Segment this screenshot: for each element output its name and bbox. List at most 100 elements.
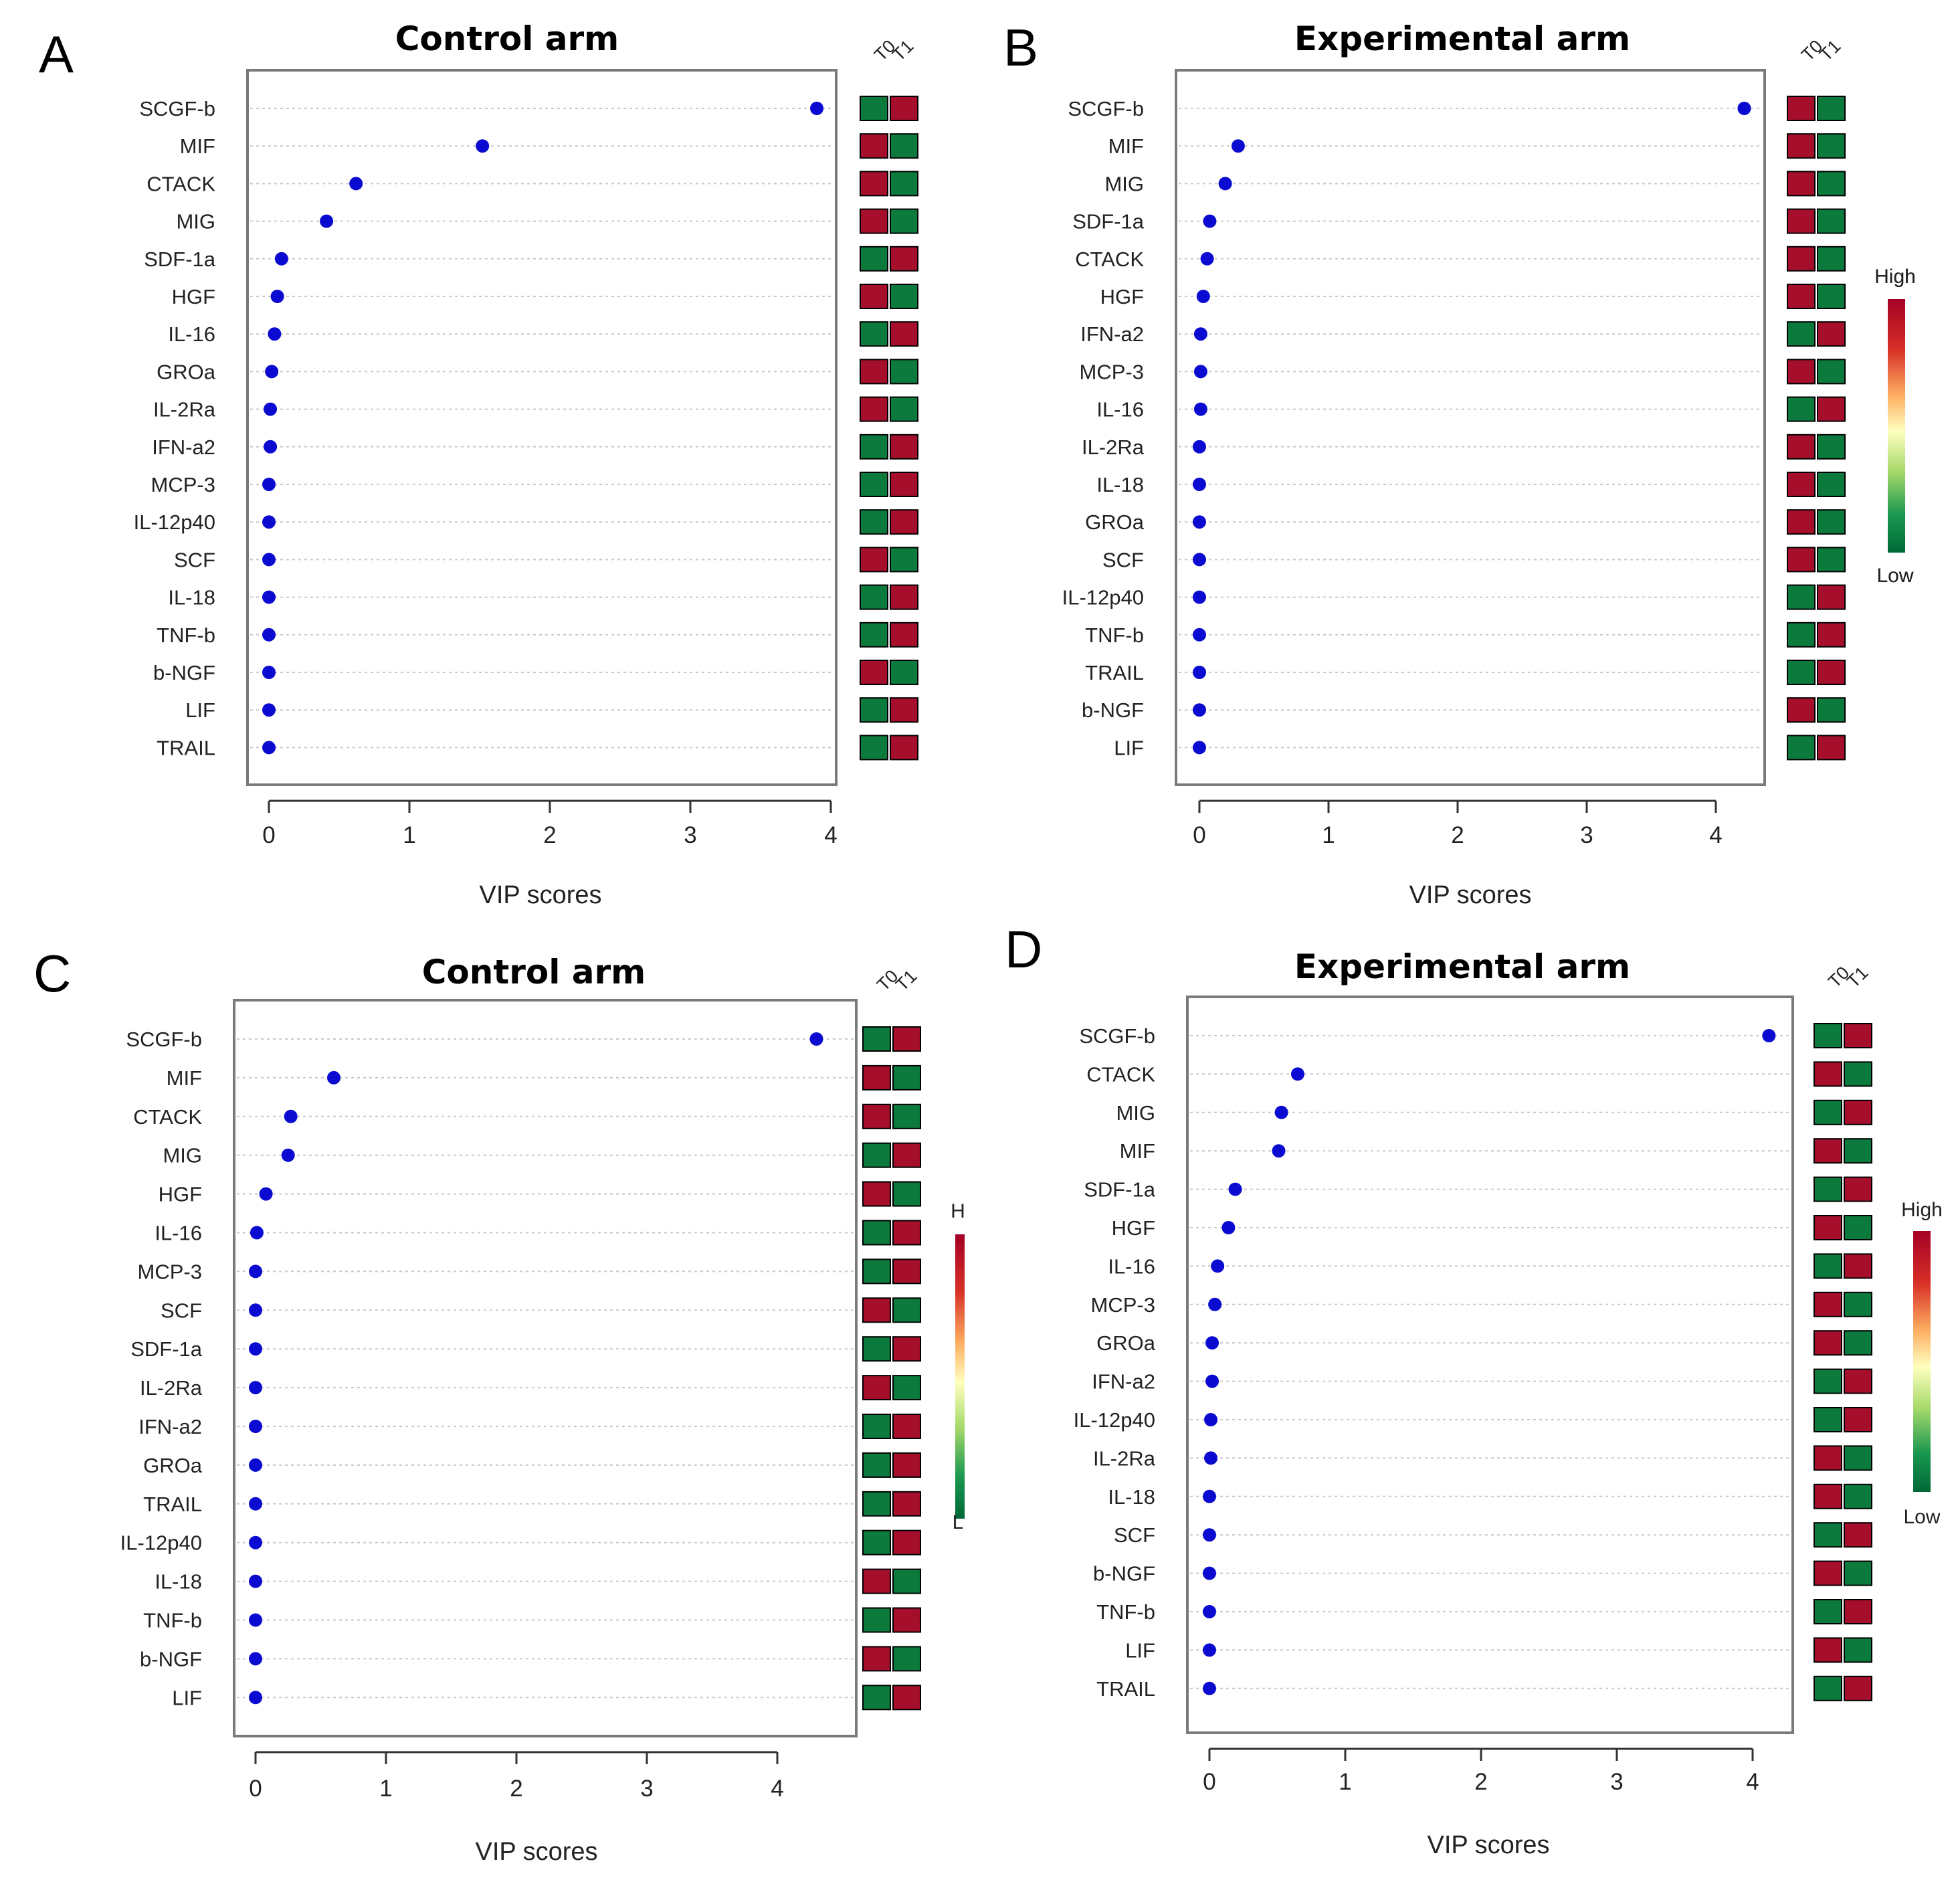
category-label: SDF-1a <box>1084 1178 1156 1202</box>
heat-cell-t1 <box>1817 509 1846 535</box>
category-label: MIG <box>176 210 215 233</box>
heat-cell-t1 <box>1817 584 1846 610</box>
vip-point <box>262 741 276 755</box>
heat-cell-t0 <box>860 547 888 573</box>
x-tick-label: 3 <box>1610 1769 1623 1795</box>
category-label: SCF <box>174 548 215 571</box>
category-label: GROa <box>157 360 216 383</box>
x-tick-label: 1 <box>403 822 415 848</box>
x-tick-label: 2 <box>510 1776 522 1802</box>
heat-cell-t1 <box>892 1529 921 1555</box>
heat-cell-t1 <box>892 1336 921 1362</box>
category-label: IL-16 <box>168 322 215 346</box>
category-label: IFN-a2 <box>1080 322 1144 346</box>
heat-cell-t1 <box>890 735 918 761</box>
legend-mask <box>965 1191 991 1552</box>
vip-point <box>250 1226 264 1240</box>
heat-cell-t0 <box>860 434 888 460</box>
heat-cell-t0 <box>1787 547 1816 573</box>
panel-letter: C <box>33 944 71 1003</box>
category-label: MCP-3 <box>138 1260 202 1283</box>
vip-point <box>1200 252 1214 266</box>
vip-point <box>249 1264 262 1279</box>
vip-point <box>262 590 276 604</box>
vip-point <box>1193 741 1206 755</box>
panel-letter: D <box>1005 920 1042 979</box>
heat-cell-t1 <box>1817 547 1846 573</box>
vip-point <box>1193 553 1206 567</box>
legend-high-label: High <box>1874 266 1916 288</box>
heat-cell-t0 <box>1814 1560 1842 1586</box>
category-label: CTACK <box>1075 248 1144 271</box>
vip-point <box>1203 1528 1216 1542</box>
panel-d: D Experimental arm SCGF-b CTACK MIG MIF SDF-1a… <box>1005 920 1943 1859</box>
heat-cell-t1 <box>892 1220 921 1246</box>
vip-point <box>281 1148 295 1162</box>
category-label: CTACK <box>1086 1062 1155 1086</box>
x-tick-label: 1 <box>1339 1769 1351 1795</box>
heat-cell-t0 <box>1814 1445 1842 1471</box>
heat-cell-t1 <box>890 697 918 723</box>
heat-cell-t0 <box>862 1568 891 1594</box>
vip-point <box>1203 1566 1216 1580</box>
heat-cell-t1 <box>1817 622 1846 648</box>
heat-cell-t1 <box>1844 1560 1872 1586</box>
vip-point <box>262 703 276 717</box>
heat-cell-t1 <box>1844 1675 1872 1701</box>
vip-point <box>284 1109 298 1123</box>
heat-cell-t1 <box>1844 1253 1872 1279</box>
heat-cell-t0 <box>1787 171 1816 197</box>
heat-cell-t1 <box>892 1103 921 1129</box>
heat-cell-t1 <box>1817 171 1846 197</box>
heat-cell-t1 <box>892 1607 921 1633</box>
heat-cell-t0 <box>1814 1330 1842 1356</box>
vip-point <box>1193 515 1206 529</box>
heat-cell-t0 <box>860 96 888 121</box>
x-tick-label: 0 <box>262 822 275 848</box>
heat-cell-t0 <box>862 1026 891 1052</box>
category-label: TNF-b <box>157 624 215 647</box>
category-label: TRAIL <box>1085 661 1144 684</box>
heat-cell-t1 <box>890 547 918 573</box>
category-label: HGF <box>172 285 215 308</box>
x-tick-label: 4 <box>824 822 837 848</box>
heat-header: T1 <box>1816 36 1844 65</box>
vip-point <box>265 365 279 379</box>
vip-point <box>262 628 276 642</box>
category-label: MIG <box>1104 172 1144 195</box>
category-label: IFN-a2 <box>138 1415 202 1438</box>
heat-cell-t1 <box>892 1142 921 1168</box>
plot-frame <box>1186 996 1794 1734</box>
color-scale-bar <box>1913 1231 1931 1492</box>
panel-a: A Control arm SCGF-b MIF CTACK MIG SDF-1a HGF IL… <box>39 19 1916 909</box>
heat-cell-t0 <box>1814 1215 1842 1240</box>
heat-cell-t1 <box>892 1685 921 1711</box>
category-label: IL-16 <box>1108 1254 1155 1278</box>
category-label: b-NGF <box>1093 1562 1155 1586</box>
vip-point <box>262 478 276 491</box>
heat-cell-t1 <box>890 660 918 685</box>
plot-frame <box>233 999 858 1737</box>
vip-point <box>249 1497 262 1511</box>
heat-cell-t1 <box>892 1491 921 1517</box>
category-label: HGF <box>159 1183 202 1206</box>
heat-cell-t0 <box>1787 96 1816 121</box>
category-label: MIF <box>167 1066 202 1090</box>
category-label: MIG <box>1116 1101 1155 1125</box>
vip-point <box>249 1574 262 1588</box>
category-label: TNF-b <box>1085 624 1144 647</box>
heat-cell-t0 <box>1787 622 1816 648</box>
vip-point <box>476 139 490 153</box>
heat-cell-t1 <box>1817 697 1846 723</box>
heat-cell-t0 <box>862 1452 891 1478</box>
heat-cell-t0 <box>1814 1637 1842 1663</box>
heat-cell-t0 <box>1814 1522 1842 1548</box>
heat-cell-t1 <box>890 359 918 385</box>
heat-cell-t1 <box>892 1646 921 1672</box>
heat-cell-t0 <box>862 1685 891 1711</box>
x-axis-label: VIP scores <box>475 1838 597 1866</box>
heat-cell-t0 <box>862 1103 891 1129</box>
category-label: SCGF-b <box>1068 97 1144 120</box>
category-label: SDF-1a <box>1072 210 1145 233</box>
heat-cell-t1 <box>1844 1445 1872 1471</box>
